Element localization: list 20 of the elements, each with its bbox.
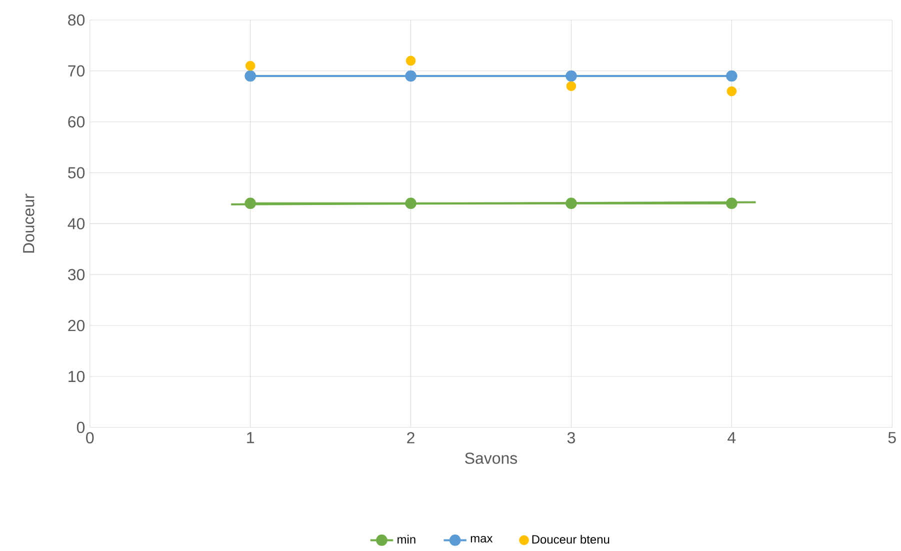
y-tick-label: 0 [76, 422, 85, 434]
x-tick-label: 1 [247, 432, 254, 444]
x-tick-label: 0 [86, 432, 94, 444]
y-tick-label: 30 [68, 269, 85, 280]
y-tick-label: 50 [68, 167, 85, 178]
x-tick-label: 5 [888, 432, 896, 444]
x-tick-label: 4 [728, 432, 736, 444]
y-tick-label: 70 [68, 65, 85, 77]
y-tick-label: 20 [68, 320, 85, 332]
legend-label: max [470, 536, 493, 543]
x-tick-label: 3 [567, 432, 575, 444]
y-tick-label: 40 [68, 218, 85, 230]
x-axis-title: Savons [465, 452, 518, 464]
legend-label: Douceur btenu [532, 534, 610, 544]
y-tick-label: 60 [68, 116, 85, 128]
x-tick-label: 2 [407, 432, 414, 444]
y-axis-title: Douceur [23, 194, 34, 253]
y-tick-label: 10 [68, 370, 85, 382]
y-tick-label: 80 [68, 14, 85, 26]
legend-label: min [398, 534, 416, 544]
